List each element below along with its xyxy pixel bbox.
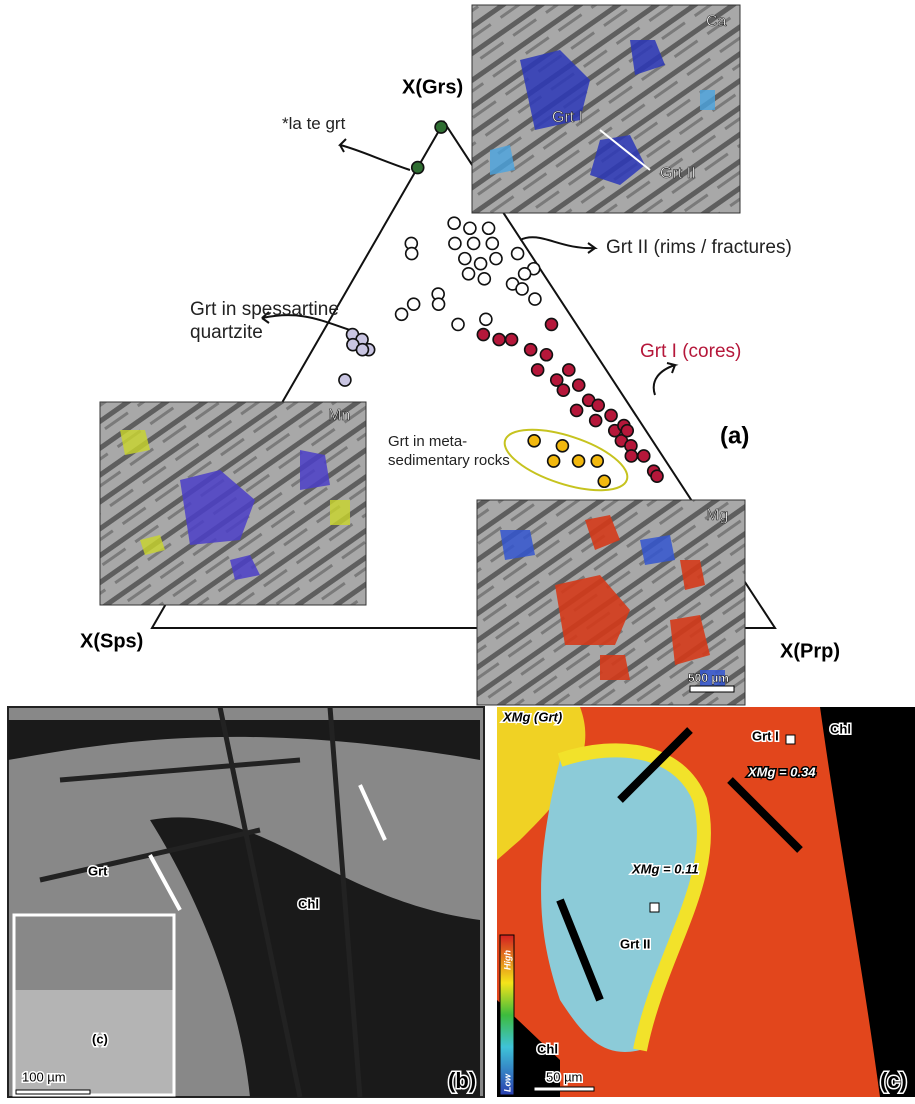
data-point: [339, 374, 351, 386]
mn-label: Mn: [328, 407, 350, 424]
page: X(Grs) X(Sps) X(Prp) (a) Ca Grt I Grt II…: [0, 0, 915, 1104]
data-point: [625, 450, 637, 462]
series-label: Grt I (cores): [640, 340, 800, 363]
panel-c-image: [497, 707, 915, 1097]
c-title: XMg (Grt): [502, 709, 562, 724]
panel-a-label: (a): [720, 422, 749, 449]
data-point: [571, 404, 583, 416]
data-point: [519, 268, 531, 280]
series-label: *la te grt: [282, 112, 422, 135]
data-point: [486, 237, 498, 249]
data-point: [356, 344, 368, 356]
data-point: [528, 435, 540, 447]
mg-scale: 500 µm: [688, 671, 729, 685]
data-point: [592, 399, 604, 411]
panel-b-label: (b): [448, 1068, 476, 1093]
data-point: [464, 222, 476, 234]
panel-b-image: [8, 707, 484, 1097]
scale-b: 100 µm: [22, 1069, 66, 1084]
data-point: [477, 329, 489, 341]
data-point: [459, 253, 471, 265]
data-point: [433, 298, 445, 310]
data-point: [449, 237, 461, 249]
data-point: [468, 237, 480, 249]
figure: X(Grs) X(Sps) X(Prp) (a) Ca Grt I Grt II…: [0, 0, 915, 1104]
data-point: [435, 121, 447, 133]
data-point: [483, 222, 495, 234]
data-point: [463, 268, 475, 280]
data-point: [590, 415, 602, 427]
data-point: [591, 455, 603, 467]
data-point: [621, 425, 633, 437]
data-point: [557, 384, 569, 396]
data-point: [573, 455, 585, 467]
ca-label: Ca: [706, 13, 727, 30]
series-label: Grt II (rims / fractures): [606, 236, 866, 259]
data-point: [556, 440, 568, 452]
axis-label-right: X(Prp): [780, 640, 840, 662]
data-point: [516, 283, 528, 295]
c-grt1: Grt I: [752, 728, 779, 743]
data-point: [563, 364, 575, 376]
data-point: [408, 298, 420, 310]
mn-map: [100, 402, 366, 605]
data-point: [638, 450, 650, 462]
chl-label: Chl: [298, 896, 319, 911]
data-point: [475, 258, 487, 270]
data-point: [525, 344, 537, 356]
data-point: [490, 253, 502, 265]
grt-label: Grt: [88, 863, 108, 878]
data-point: [512, 248, 524, 260]
c-chl2: Chl: [537, 1041, 558, 1056]
axis-label-left: X(Sps): [80, 630, 143, 652]
data-point: [605, 409, 617, 421]
data-point: [506, 334, 518, 346]
c-xmg1: XMg = 0.11: [631, 861, 699, 876]
scale-c: 50 µm: [546, 1069, 582, 1084]
series-label: Grt in meta-sedimentary rocks: [388, 432, 513, 470]
box-label: (c): [92, 1031, 108, 1046]
data-point: [598, 475, 610, 487]
c-xmg2: XMg = 0.34: [747, 764, 816, 779]
data-point: [478, 273, 490, 285]
data-point: [548, 455, 560, 467]
ca-grt2: Grt II: [660, 165, 696, 182]
data-point: [493, 334, 505, 346]
cbar-low: Low: [502, 1073, 512, 1092]
data-point: [412, 162, 424, 174]
mg-label: Mg: [706, 507, 728, 524]
data-point: [406, 248, 418, 260]
data-point: [396, 308, 408, 320]
data-point: [529, 293, 541, 305]
ca-map: [472, 5, 740, 213]
ca-grt1: Grt I: [552, 109, 583, 126]
axis-label-top: X(Grs): [402, 76, 463, 98]
cbar-high: High: [502, 950, 512, 970]
data-point: [545, 318, 557, 330]
data-point: [651, 470, 663, 482]
data-point: [532, 364, 544, 376]
series-label: Grt in spessartine quartzite: [190, 298, 370, 344]
data-point: [573, 379, 585, 391]
c-grt2: Grt II: [620, 936, 650, 951]
data-point: [480, 313, 492, 325]
data-point: [448, 217, 460, 229]
panel-c-label: (c): [880, 1068, 907, 1093]
data-point: [452, 318, 464, 330]
data-point: [540, 349, 552, 361]
c-chl1: Chl: [830, 721, 851, 736]
